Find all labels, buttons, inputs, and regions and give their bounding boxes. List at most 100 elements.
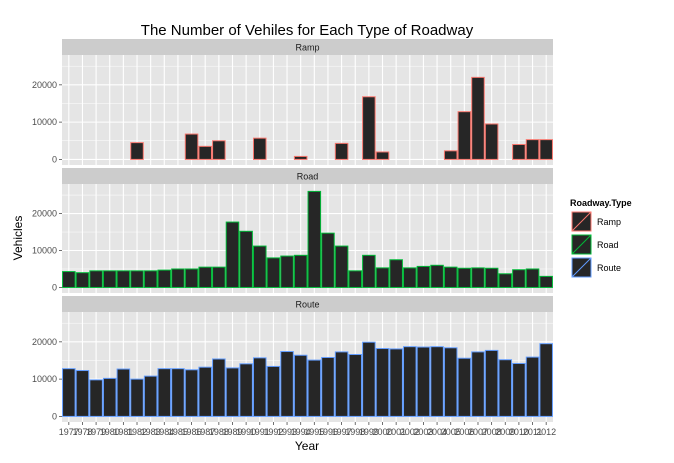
x-tick-label: 1994 <box>291 427 311 437</box>
bar-route-2004 <box>430 346 444 417</box>
x-tick-label: 2011 <box>523 427 542 437</box>
x-tick-label: 1978 <box>72 427 92 437</box>
bar-route-1988 <box>212 358 226 417</box>
facet-strip-label: Route <box>295 300 319 310</box>
bar-road-1984 <box>157 269 172 288</box>
x-tick-label: 1984 <box>154 427 174 437</box>
bar-road-1986 <box>184 268 199 288</box>
bar-road-1983 <box>143 270 158 288</box>
bar-road-1988 <box>212 266 226 288</box>
bar-ramp-2012 <box>539 139 553 160</box>
x-tick-label: 2002 <box>400 427 420 437</box>
x-tick-label: 2010 <box>509 427 529 437</box>
facet-panels: Ramp 0 10000 20000 Road 0 10000 20000 Route 0 1000… <box>32 39 553 422</box>
bar-road-1979 <box>89 270 103 288</box>
bar-road-1981 <box>116 270 131 288</box>
facet-strip <box>62 168 553 184</box>
bar-route-1983 <box>143 375 158 417</box>
y-tick-label: 20000 <box>32 337 57 347</box>
bar-road-2000 <box>375 267 390 288</box>
bar-route-1994 <box>293 354 308 417</box>
x-tick-label: 2004 <box>427 427 447 437</box>
bar-route-1997 <box>334 351 349 417</box>
bar-route-1995 <box>307 359 322 417</box>
x-tick-label: 1985 <box>168 427 188 437</box>
legend-title: Roadway.Type <box>570 198 632 208</box>
x-tick-label: 2012 <box>536 427 556 437</box>
y-tick-label: 0 <box>52 411 57 421</box>
bar-ramp-2011 <box>525 139 540 160</box>
bar-road-1982 <box>130 270 144 288</box>
x-tick-label: 2003 <box>413 427 433 437</box>
bar-route-1998 <box>348 354 363 417</box>
x-axis-ticks: 1977197819791980198119821983198419851986… <box>59 422 556 437</box>
x-tick-label: 2008 <box>482 427 502 437</box>
y-tick-label: 0 <box>52 154 57 164</box>
bar-route-2003 <box>416 346 431 417</box>
panel-background <box>62 312 553 422</box>
legend-key-slash <box>571 234 592 255</box>
bar-road-2001 <box>389 259 403 288</box>
bar-ramp-1986 <box>184 133 199 160</box>
bar-route-1996 <box>321 356 335 417</box>
bar-route-1980 <box>102 377 117 417</box>
x-tick-label: 1982 <box>127 427 147 437</box>
panel-background <box>62 184 553 293</box>
bar-road-2011 <box>525 268 540 288</box>
bar-route-1991 <box>252 357 267 417</box>
bar-route-2012 <box>539 343 553 417</box>
bar-road-1994 <box>293 254 308 288</box>
bar-road-2012 <box>539 275 553 288</box>
bar-road-2010 <box>512 269 526 288</box>
facet-panel-route: Route 0 10000 20000 <box>32 296 553 422</box>
bar-road-2005 <box>443 266 458 288</box>
bar-route-1977 <box>62 368 76 417</box>
x-tick-label: 1986 <box>182 427 202 437</box>
facet-strip <box>62 296 553 312</box>
bar-route-2008 <box>484 349 499 417</box>
bar-road-1996 <box>321 232 335 288</box>
bar-route-1981 <box>116 368 131 417</box>
bar-road-1990 <box>239 230 253 288</box>
x-tick-label: 1995 <box>304 427 324 437</box>
legend-key-slash <box>571 257 592 278</box>
bar-route-1990 <box>239 363 253 417</box>
bar-route-1989 <box>225 367 240 417</box>
bar-ramp-2010 <box>512 143 526 160</box>
bar-route-2001 <box>389 348 403 417</box>
panel-background <box>62 55 553 165</box>
bar-road-1999 <box>362 254 376 288</box>
legend-label: Road <box>597 240 619 250</box>
bar-road-2006 <box>457 267 472 288</box>
facet-panel-road: Road 0 10000 20000 <box>32 168 553 293</box>
x-tick-label: 1996 <box>318 427 338 437</box>
bar-route-2009 <box>498 359 513 417</box>
legend-label: Ramp <box>597 217 621 227</box>
y-tick-label: 10000 <box>32 117 57 127</box>
bar-ramp-2000 <box>375 151 390 160</box>
x-tick-label: 2009 <box>495 427 515 437</box>
bar-route-2007 <box>471 351 485 417</box>
bar-ramp-2008 <box>484 123 499 160</box>
facet-panel-ramp: Ramp 0 10000 20000 <box>32 39 553 165</box>
bar-road-2008 <box>484 267 499 288</box>
legend-key-slash <box>571 211 592 232</box>
bar-ramp-1991 <box>252 137 267 160</box>
bar-ramp-1994 <box>293 155 308 160</box>
legend-label: Route <box>597 263 621 273</box>
x-tick-label: 1993 <box>277 427 297 437</box>
bar-route-2011 <box>525 356 540 417</box>
x-tick-label: 1981 <box>113 427 133 437</box>
bar-road-2009 <box>498 273 513 288</box>
legend-item-road: Road <box>570 233 619 256</box>
bar-road-1995 <box>307 190 322 288</box>
legend: Roadway.Type Ramp Road Route <box>570 198 632 279</box>
x-tick-label: 2006 <box>454 427 474 437</box>
x-tick-label: 1987 <box>195 427 215 437</box>
bar-route-1985 <box>171 368 185 417</box>
y-tick-label: 10000 <box>32 246 57 256</box>
bar-route-1999 <box>362 341 376 417</box>
x-tick-label: 1990 <box>236 427 256 437</box>
